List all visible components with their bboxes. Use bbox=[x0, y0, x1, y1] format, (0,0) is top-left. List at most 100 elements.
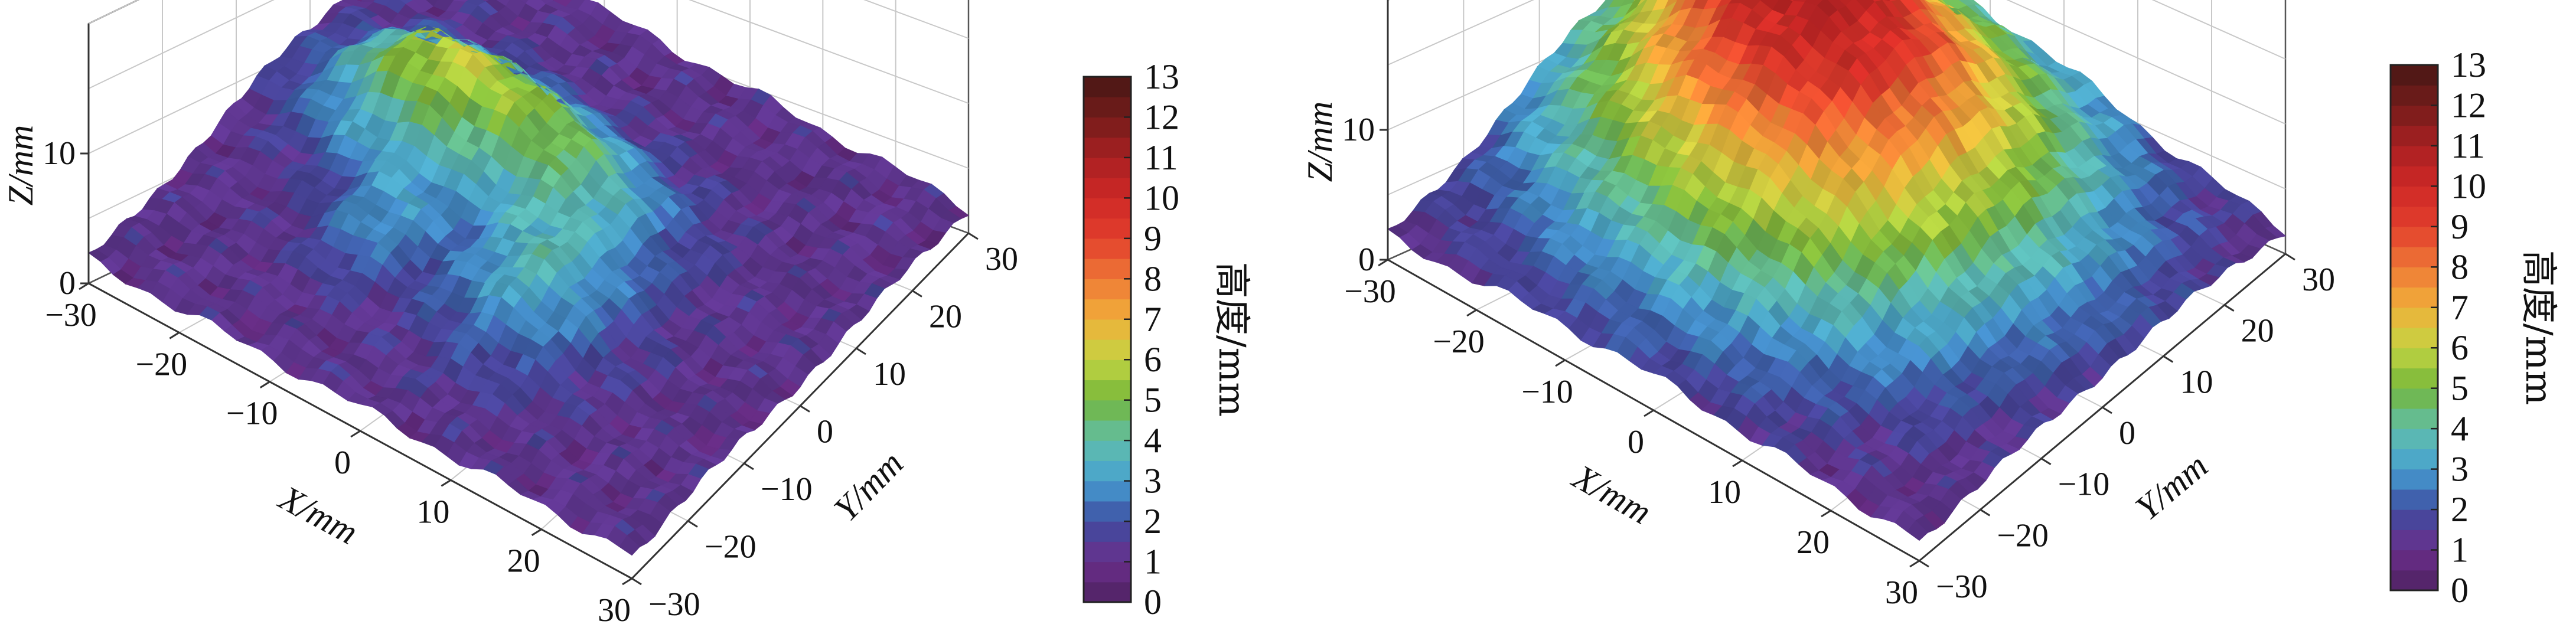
x-tick-label: −30 bbox=[45, 297, 97, 334]
colorbar-tick-label: 10 bbox=[1144, 178, 1179, 217]
colorbar-tick-label: 5 bbox=[2451, 369, 2469, 408]
surface-mesh bbox=[1387, 0, 2287, 541]
colorbar-band bbox=[2391, 489, 2438, 510]
y-tick-label: −20 bbox=[1997, 517, 2049, 554]
x-tick-label: 20 bbox=[1796, 524, 1830, 561]
x-tick-label: 0 bbox=[1628, 424, 1644, 460]
colorbar-band bbox=[1084, 77, 1131, 97]
z-axis-label: Z/mm bbox=[1, 125, 40, 206]
colorbar-tick-label: 10 bbox=[2451, 166, 2486, 205]
colorbar-band bbox=[1084, 198, 1131, 219]
colorbar-tick-label: 9 bbox=[2451, 207, 2469, 246]
z-tick-label: 10 bbox=[43, 135, 76, 172]
colorbar-band bbox=[1084, 178, 1131, 198]
colorbar-band bbox=[2391, 85, 2438, 106]
colorbar-label: 高度/mm bbox=[2518, 250, 2561, 405]
colorbar-band bbox=[1084, 380, 1131, 401]
colorbar-tick-label: 12 bbox=[1144, 97, 1179, 136]
colorbar-band bbox=[1084, 157, 1131, 178]
colorbar-band bbox=[2391, 550, 2438, 571]
colorbar-band bbox=[1084, 460, 1131, 482]
colorbar-tick-label: 12 bbox=[2451, 86, 2486, 125]
colorbar-band bbox=[2391, 348, 2438, 369]
x-tick-label: 30 bbox=[1885, 574, 1918, 611]
x-tick-label: −30 bbox=[1344, 273, 1396, 310]
z-tick-label: 0 bbox=[59, 265, 76, 302]
colorbar-band bbox=[2391, 530, 2438, 551]
colorbar-tick-label: 8 bbox=[2451, 247, 2469, 286]
colorbar-band bbox=[2391, 247, 2438, 267]
colorbar-band bbox=[2391, 469, 2438, 490]
colorbar-band bbox=[1084, 481, 1131, 502]
colorbar-tick-label: 1 bbox=[1144, 543, 1162, 581]
colorbar-tick-label: 7 bbox=[2451, 288, 2469, 327]
colorbar-band bbox=[2391, 388, 2438, 409]
colorbar-band bbox=[2391, 125, 2438, 146]
colorbar-tick-label: 3 bbox=[2451, 450, 2469, 489]
colorbar-band bbox=[1084, 521, 1131, 542]
y-tick-label: 0 bbox=[817, 414, 833, 450]
colorbar-band bbox=[2391, 328, 2438, 348]
colorbar-band bbox=[2391, 65, 2438, 86]
colorbar-band bbox=[1084, 501, 1131, 522]
colorbar-band bbox=[2391, 186, 2438, 207]
y-axis-label: Y/mm bbox=[2128, 446, 2215, 527]
x-axis-label: X/mm bbox=[272, 478, 364, 552]
colorbar-band bbox=[2391, 429, 2438, 449]
colorbar-band bbox=[1084, 561, 1131, 583]
x-tick-label: −20 bbox=[1433, 323, 1485, 360]
colorbar-tick-label: 11 bbox=[2451, 126, 2485, 165]
y-tick-label: 30 bbox=[2302, 262, 2335, 298]
colorbar-band bbox=[2391, 570, 2438, 591]
colorbar-tick-label: 0 bbox=[2451, 571, 2469, 610]
colorbar-tick-label: 1 bbox=[2451, 531, 2469, 570]
z-axis-label: Z/mm bbox=[1300, 102, 1339, 182]
y-tick-label: −10 bbox=[2058, 466, 2110, 503]
y-tick-label: −10 bbox=[761, 471, 813, 508]
x-tick-label: −10 bbox=[1521, 374, 1573, 410]
colorbar-tick-label: 6 bbox=[1144, 340, 1162, 379]
z-tick-label: 10 bbox=[1342, 112, 1375, 148]
z-tick-label: 0 bbox=[1358, 241, 1375, 278]
colorbar-band bbox=[1084, 299, 1131, 320]
y-tick-label: 0 bbox=[2119, 415, 2135, 452]
y-tick-label: 20 bbox=[2241, 313, 2274, 349]
colorbar-band bbox=[2391, 105, 2438, 126]
x-tick-label: −20 bbox=[136, 346, 188, 383]
colorbar-band bbox=[1084, 420, 1131, 441]
x-tick-label: −10 bbox=[226, 396, 278, 432]
colorbar-tick-label: 2 bbox=[1144, 502, 1162, 541]
colorbar-band bbox=[1084, 541, 1131, 563]
colorbar-band bbox=[2391, 166, 2438, 187]
colorbar-band bbox=[1084, 400, 1131, 421]
y-tick-label: −20 bbox=[705, 529, 757, 566]
colorbar-tick-label: 11 bbox=[1144, 138, 1178, 177]
colorbar-tick-label: 6 bbox=[2451, 328, 2469, 367]
colorbar-band bbox=[1084, 440, 1131, 461]
colorbar-band bbox=[2391, 226, 2438, 247]
surface-mesh bbox=[87, 0, 970, 556]
colorbar-tick-label: 3 bbox=[1144, 462, 1162, 501]
colorbar-band bbox=[1084, 339, 1131, 360]
y-tick-label: 10 bbox=[873, 356, 906, 393]
colorbar-band bbox=[1084, 218, 1131, 239]
y-tick-label: 10 bbox=[2180, 364, 2213, 400]
colorbar-band bbox=[1084, 97, 1131, 118]
colorbar-band bbox=[2391, 267, 2438, 288]
colorbar-tick-label: 13 bbox=[1144, 57, 1179, 96]
colorbar-tick-label: 0 bbox=[1144, 583, 1162, 622]
x-axis-label: X/mm bbox=[1566, 456, 1658, 531]
colorbar-band bbox=[1084, 360, 1131, 381]
colorbar-tick-label: 2 bbox=[2451, 490, 2469, 529]
x-tick-label: 30 bbox=[598, 592, 631, 629]
colorbar-tick-label: 9 bbox=[1144, 219, 1162, 258]
colorbar-band bbox=[1084, 238, 1131, 259]
y-tick-label: 20 bbox=[929, 299, 962, 335]
y-tick-label: −30 bbox=[1936, 568, 1988, 605]
colorbar-band bbox=[1084, 319, 1131, 340]
